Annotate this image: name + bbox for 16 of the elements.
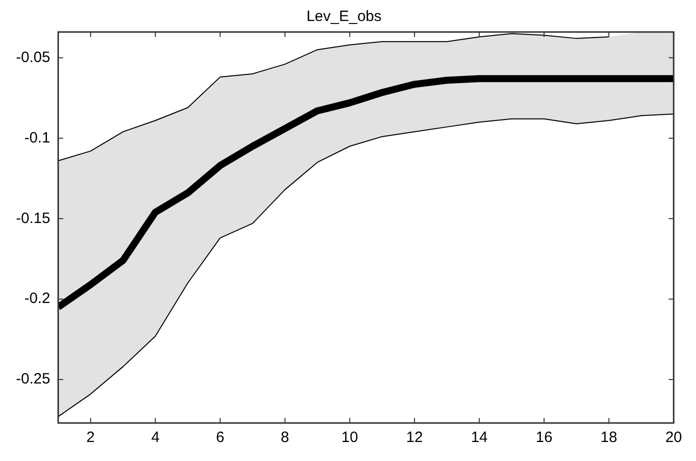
y-tick-label: -0.25: [16, 370, 50, 388]
x-tick-label: 16: [536, 429, 552, 446]
y-tick-label: -0.1: [24, 129, 50, 146]
x-tick-label: 20: [665, 429, 682, 446]
x-tick-label: 12: [406, 429, 423, 446]
x-tick-label: 10: [341, 429, 358, 446]
chart-title: Lev_E_obs: [306, 8, 382, 26]
y-tick-label: -0.15: [16, 210, 50, 227]
x-tick-label: 6: [216, 429, 224, 446]
x-tick-label: 4: [151, 429, 160, 446]
y-tick-label: -0.2: [24, 290, 50, 308]
x-tick-label: 2: [86, 429, 95, 446]
x-tick-label: 18: [600, 429, 618, 446]
y-tick-label: -0.05: [16, 48, 50, 66]
x-tick-label: 14: [470, 429, 488, 446]
x-tick-label: 8: [280, 429, 290, 446]
